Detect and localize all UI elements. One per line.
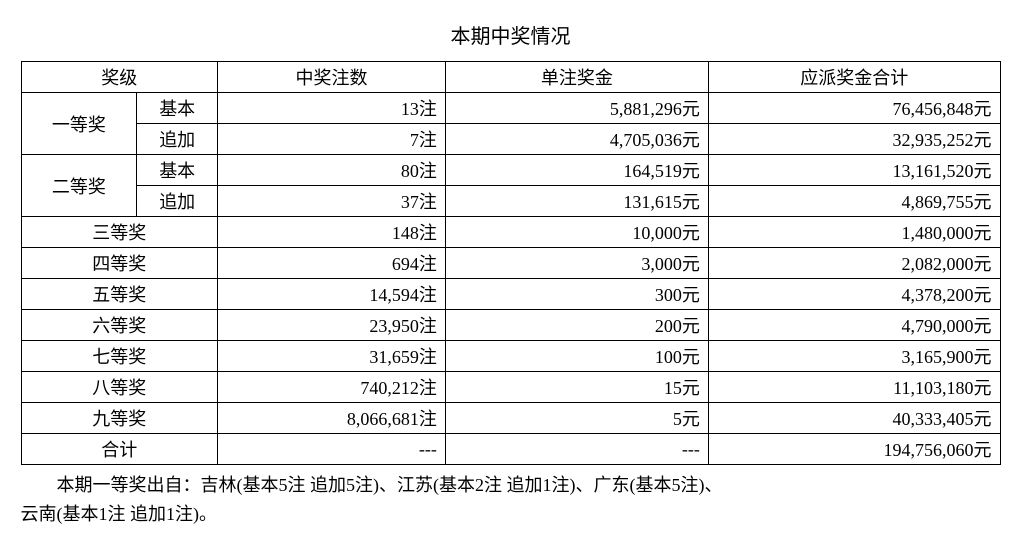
level-sub: 基本 <box>137 93 218 124</box>
cell-total: 4,869,755元 <box>708 186 1000 217</box>
level-full: 四等奖 <box>21 248 218 279</box>
table-row: 二等奖 基本 80注 164,519元 13,161,520元 <box>21 155 1000 186</box>
table-row: 追加 37注 131,615元 4,869,755元 <box>21 186 1000 217</box>
header-total-prize: 应派奖金合计 <box>708 62 1000 93</box>
cell-count: 37注 <box>218 186 446 217</box>
cell-count: 14,594注 <box>218 279 446 310</box>
level-full: 合计 <box>21 434 218 465</box>
header-per-prize: 单注奖金 <box>445 62 708 93</box>
level-full: 八等奖 <box>21 372 218 403</box>
table-header-row: 奖级 中奖注数 单注奖金 应派奖金合计 <box>21 62 1000 93</box>
cell-count: 80注 <box>218 155 446 186</box>
cell-total: 11,103,180元 <box>708 372 1000 403</box>
cell-total: 4,378,200元 <box>708 279 1000 310</box>
level-full: 七等奖 <box>21 341 218 372</box>
footnote-line1: 本期一等奖出自：吉林(基本5注 追加5注)、江苏(基本2注 追加1注)、广东(基… <box>21 471 1001 500</box>
cell-count: 8,066,681注 <box>218 403 446 434</box>
cell-count: 13注 <box>218 93 446 124</box>
table-row: 九等奖 8,066,681注 5元 40,333,405元 <box>21 403 1000 434</box>
table-row: 五等奖 14,594注 300元 4,378,200元 <box>21 279 1000 310</box>
cell-per: --- <box>445 434 708 465</box>
header-count: 中奖注数 <box>218 62 446 93</box>
cell-per: 3,000元 <box>445 248 708 279</box>
cell-per: 15元 <box>445 372 708 403</box>
cell-count: 694注 <box>218 248 446 279</box>
cell-count: 7注 <box>218 124 446 155</box>
header-level: 奖级 <box>21 62 218 93</box>
cell-total: 2,082,000元 <box>708 248 1000 279</box>
cell-count: 148注 <box>218 217 446 248</box>
cell-per: 5,881,296元 <box>445 93 708 124</box>
cell-per: 10,000元 <box>445 217 708 248</box>
cell-total: 3,165,900元 <box>708 341 1000 372</box>
level-full: 三等奖 <box>21 217 218 248</box>
cell-count: 31,659注 <box>218 341 446 372</box>
cell-total: 32,935,252元 <box>708 124 1000 155</box>
table-row: 三等奖 148注 10,000元 1,480,000元 <box>21 217 1000 248</box>
cell-per: 5元 <box>445 403 708 434</box>
level-primary: 一等奖 <box>21 93 137 155</box>
cell-per: 4,705,036元 <box>445 124 708 155</box>
level-primary: 二等奖 <box>21 155 137 217</box>
cell-per: 164,519元 <box>445 155 708 186</box>
table-row: 追加 7注 4,705,036元 32,935,252元 <box>21 124 1000 155</box>
level-sub: 追加 <box>137 124 218 155</box>
cell-per: 300元 <box>445 279 708 310</box>
cell-total: 40,333,405元 <box>708 403 1000 434</box>
cell-per: 200元 <box>445 310 708 341</box>
cell-per: 100元 <box>445 341 708 372</box>
level-full: 六等奖 <box>21 310 218 341</box>
cell-count: 23,950注 <box>218 310 446 341</box>
cell-total: 4,790,000元 <box>708 310 1000 341</box>
table-row: 八等奖 740,212注 15元 11,103,180元 <box>21 372 1000 403</box>
cell-total: 1,480,000元 <box>708 217 1000 248</box>
prize-table: 奖级 中奖注数 单注奖金 应派奖金合计 一等奖 基本 13注 5,881,296… <box>21 61 1001 465</box>
footnote-line2: 云南(基本1注 追加1注)。 <box>21 500 1001 529</box>
table-row: 七等奖 31,659注 100元 3,165,900元 <box>21 341 1000 372</box>
cell-total: 13,161,520元 <box>708 155 1000 186</box>
page-title: 本期中奖情况 <box>20 20 1001 49</box>
level-full: 九等奖 <box>21 403 218 434</box>
cell-per: 131,615元 <box>445 186 708 217</box>
cell-count: 740,212注 <box>218 372 446 403</box>
table-row: 一等奖 基本 13注 5,881,296元 76,456,848元 <box>21 93 1000 124</box>
level-sub: 基本 <box>137 155 218 186</box>
table-row: 六等奖 23,950注 200元 4,790,000元 <box>21 310 1000 341</box>
level-full: 五等奖 <box>21 279 218 310</box>
table-row: 四等奖 694注 3,000元 2,082,000元 <box>21 248 1000 279</box>
level-sub: 追加 <box>137 186 218 217</box>
cell-count: --- <box>218 434 446 465</box>
table-row-total: 合计 --- --- 194,756,060元 <box>21 434 1000 465</box>
cell-total: 194,756,060元 <box>708 434 1000 465</box>
cell-total: 76,456,848元 <box>708 93 1000 124</box>
